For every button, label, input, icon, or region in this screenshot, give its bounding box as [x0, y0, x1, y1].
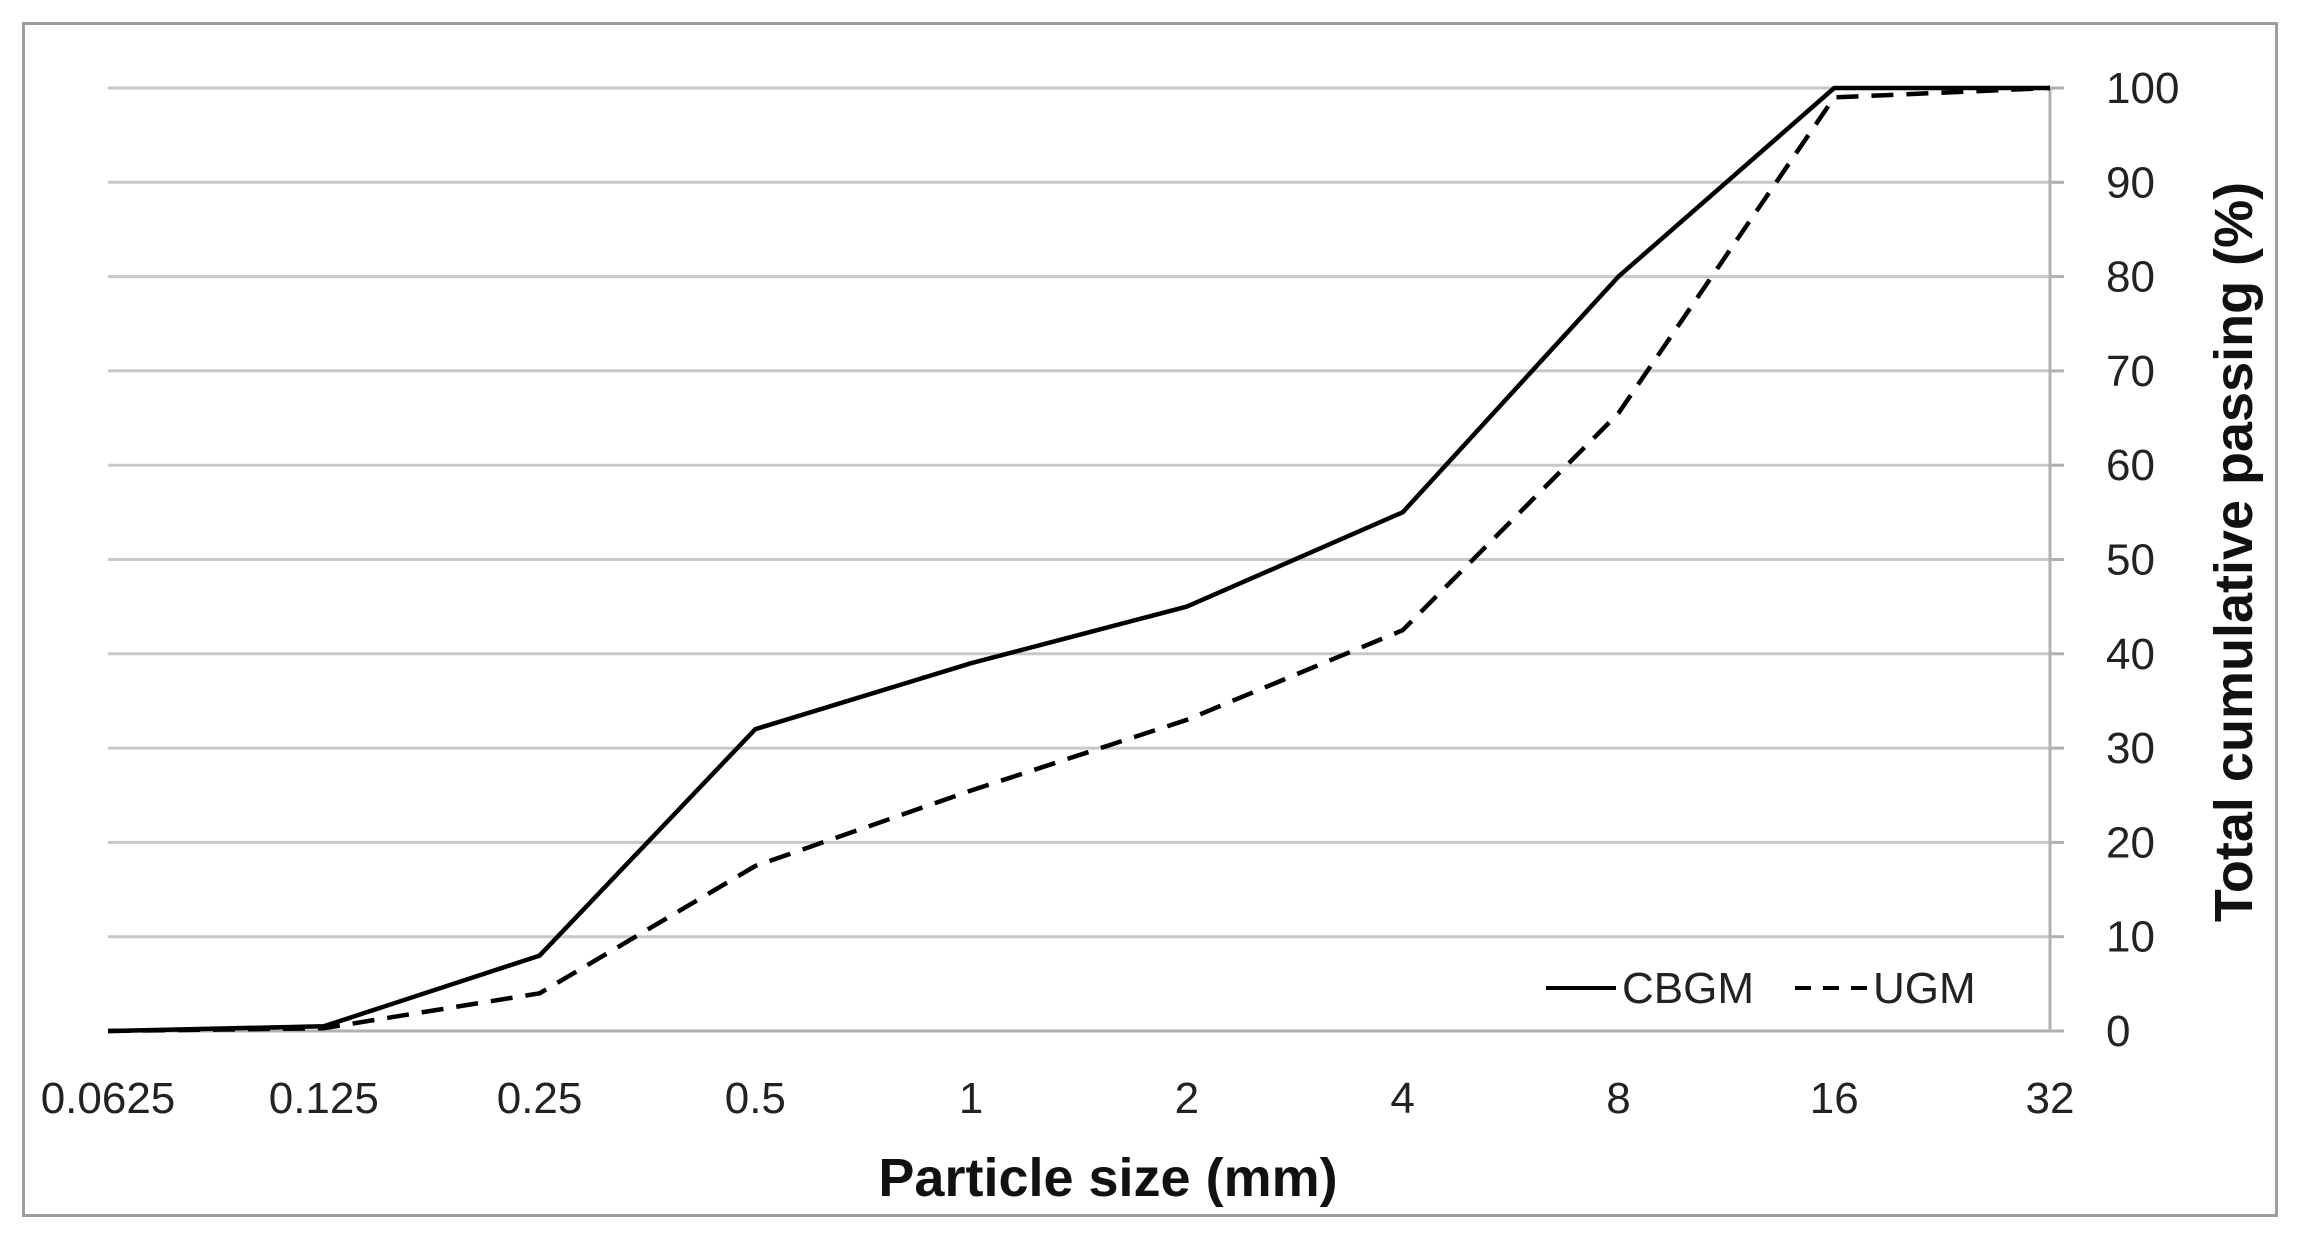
series-lines	[107, 85, 2051, 1034]
y-tick-label-10: 10	[2106, 913, 2155, 962]
y-axis-ticks: 0 10 20 30 40 50 60 70 80 90 100	[2106, 64, 2179, 1056]
x-tick-label-8: 8	[1606, 1074, 1630, 1123]
x-tick-label-32: 32	[2026, 1074, 2075, 1123]
x-tick-label-2: 2	[1175, 1074, 1199, 1123]
y-tick-label-70: 70	[2106, 347, 2155, 396]
x-tick-label-0_125: 0.125	[269, 1074, 379, 1123]
x-axis-ticks: 0.0625 0.125 0.25 0.5 1 2 4 8 16 32	[41, 1074, 2075, 1123]
legend-label-ugm: UGM	[1873, 964, 1976, 1013]
y-tick-label-90: 90	[2106, 158, 2155, 207]
y-tick-label-60: 60	[2106, 441, 2155, 490]
y-tick-label-80: 80	[2106, 253, 2155, 302]
series-line-ugm	[107, 85, 2051, 1034]
x-tick-label-4: 4	[1390, 1074, 1414, 1123]
gridlines	[108, 86, 2050, 939]
y-tick-label-30: 30	[2106, 724, 2155, 773]
y-axis-title: Total cumulative passing (%)	[2204, 182, 2264, 922]
x-axis-title: Particle size (mm)	[878, 1148, 1337, 1208]
series-line-cbgm	[107, 85, 2050, 1034]
axes	[108, 86, 2064, 1033]
x-tick-label-1: 1	[959, 1074, 983, 1123]
legend-label-cbgm: CBGM	[1622, 964, 1754, 1013]
x-tick-label-16: 16	[1810, 1074, 1859, 1123]
y-tick-label-40: 40	[2106, 630, 2155, 679]
y-tick-label-50: 50	[2106, 536, 2155, 585]
x-tick-label-0_0625: 0.0625	[41, 1074, 176, 1123]
x-tick-label-0_5: 0.5	[725, 1074, 786, 1123]
legend: CBGM UGM	[1546, 964, 1976, 1013]
y-tick-label-100: 100	[2106, 64, 2179, 113]
y-tick-label-0: 0	[2106, 1007, 2130, 1056]
y-tick-label-20: 20	[2106, 818, 2155, 867]
x-tick-label-0_25: 0.25	[497, 1074, 583, 1123]
